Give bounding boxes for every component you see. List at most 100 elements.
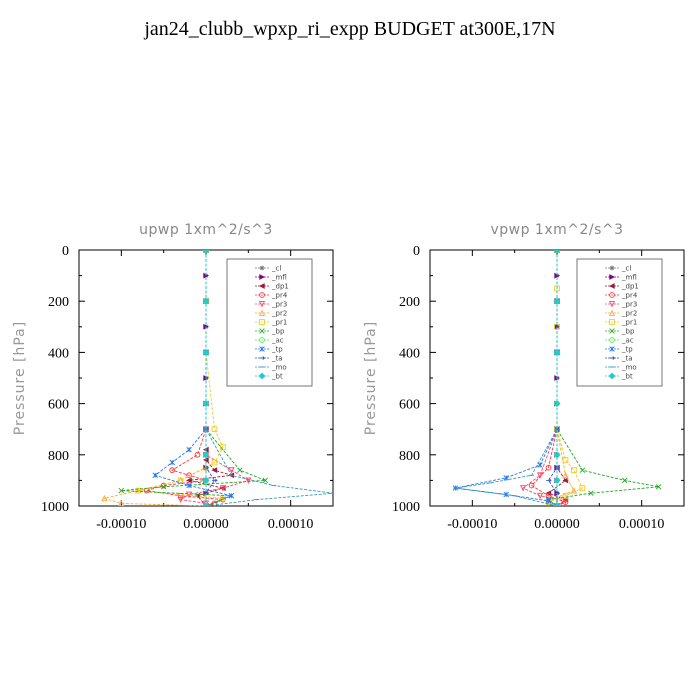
legend-label: _bp (621, 328, 635, 336)
data-point_bt (553, 476, 561, 484)
y-tick-label: 800 (399, 449, 420, 464)
legend-label: _mo (271, 364, 287, 372)
data-point_pr1 (220, 444, 226, 450)
data-point_pr3 (219, 485, 227, 492)
legend-label: _ac (621, 337, 634, 345)
legend-label: _pr2 (271, 310, 287, 318)
y-tick-label: 1000 (41, 500, 69, 515)
y-tick-label: 800 (48, 449, 69, 464)
data-point_bt (202, 400, 210, 408)
data-point_bp (622, 477, 628, 484)
data-point_dp1 (185, 477, 192, 484)
legend-label: _bp (271, 328, 285, 336)
legend-label: _bt (621, 373, 633, 381)
series-line_pr1 (138, 250, 225, 506)
data-point_dp1 (211, 467, 218, 474)
series-line_mo (455, 250, 558, 506)
y-tick-label: 400 (48, 346, 69, 361)
series-layer (452, 250, 662, 506)
legend-marker (609, 274, 616, 280)
legend-label: _dp1 (621, 283, 639, 291)
data-point_pr3 (536, 492, 544, 500)
series-line_pr2 (547, 250, 575, 506)
data-point_pr3 (228, 467, 235, 474)
data-point_pr3 (245, 477, 252, 484)
legend-marker (609, 265, 615, 271)
data-point_tp (186, 446, 192, 453)
legend-label: _mo (621, 364, 637, 372)
data-point_tp (545, 498, 552, 504)
legend-marker (609, 292, 615, 298)
legend-marker (258, 372, 266, 380)
data-point_pr2 (562, 471, 569, 479)
x-tick-label: 0.00010 (268, 517, 314, 532)
y-tick-label: 0 (62, 244, 69, 259)
data-point_ta (546, 478, 552, 483)
page-title: jan24_clubb_wpxp_ri_expp BUDGET at300E,1… (144, 18, 556, 40)
legend-marker (259, 346, 265, 352)
x-tick-label: 0.00010 (619, 517, 665, 532)
legend-marker (608, 301, 616, 308)
data-point_pr3 (177, 496, 184, 504)
legend-marker (259, 337, 265, 343)
legend-label: _dp1 (271, 283, 289, 291)
data-point_bt (202, 348, 210, 356)
data-point_ta (212, 478, 218, 483)
series-line_pr4 (530, 250, 567, 506)
series-layer (101, 250, 333, 506)
data-point_pr4 (545, 464, 552, 471)
legend-marker (258, 283, 265, 289)
data-point_bt (553, 400, 561, 408)
y-tick-label: 1000 (392, 500, 420, 515)
data-point_bt (553, 502, 561, 506)
legend-label: _ta (271, 355, 283, 363)
series-line_pr2 (102, 250, 207, 506)
data-point_pr2 (570, 487, 578, 494)
data-point_pr3 (536, 472, 544, 479)
data-point_pr1 (562, 457, 569, 463)
legend-marker (608, 372, 616, 380)
series-line_tp (455, 250, 558, 506)
legend-marker (608, 283, 615, 289)
data-point_bp (588, 490, 594, 496)
legend-marker (259, 328, 265, 334)
data-point_tp (152, 472, 158, 478)
data-point_bp (262, 477, 268, 484)
data-point_tp (169, 459, 175, 466)
legend-label: _cl (621, 265, 631, 273)
data-point_pr4 (194, 451, 201, 458)
y-tick-label: 0 (413, 244, 420, 259)
legend-marker (259, 319, 265, 325)
data-point_pr4 (528, 482, 535, 489)
legend-label: _pr4 (271, 292, 288, 300)
data-point_bp (579, 467, 586, 473)
plot-title: upwp 1xm^2/s^3 (139, 222, 273, 238)
data-point_pr1 (211, 459, 218, 466)
data-point_pr2 (118, 500, 125, 506)
legend-marker (259, 265, 265, 271)
legend-label: _mfl (271, 274, 287, 282)
legend-marker (609, 346, 615, 352)
y-tick-label: 200 (48, 295, 69, 310)
legend-label: _ac (271, 337, 284, 345)
legend-label: _pr1 (271, 319, 287, 327)
data-point_bp (655, 484, 662, 490)
series-line_dp1 (189, 250, 232, 506)
legend-label: _tp (271, 346, 283, 354)
data-point_bp (118, 487, 125, 494)
data-point_bt (553, 250, 561, 254)
data-point_pr1 (579, 485, 586, 491)
legend-marker (258, 301, 266, 308)
legend-label: _tp (621, 346, 633, 354)
legend: _cl_mfl_dp1_pr4_pr3_pr2_pr1_bp_ac_tp_ta_… (226, 258, 313, 387)
data-point_pr1 (571, 467, 577, 474)
legend-marker (259, 292, 265, 298)
series-line_pr3 (179, 250, 250, 506)
legend-marker (609, 328, 615, 334)
y-axis-label: Pressure [hPa] (12, 321, 28, 435)
data-point_bt (202, 451, 210, 459)
y-tick-label: 400 (399, 346, 420, 361)
data-point_pr1 (135, 487, 142, 494)
y-axis-label: Pressure [hPa] (363, 321, 379, 435)
